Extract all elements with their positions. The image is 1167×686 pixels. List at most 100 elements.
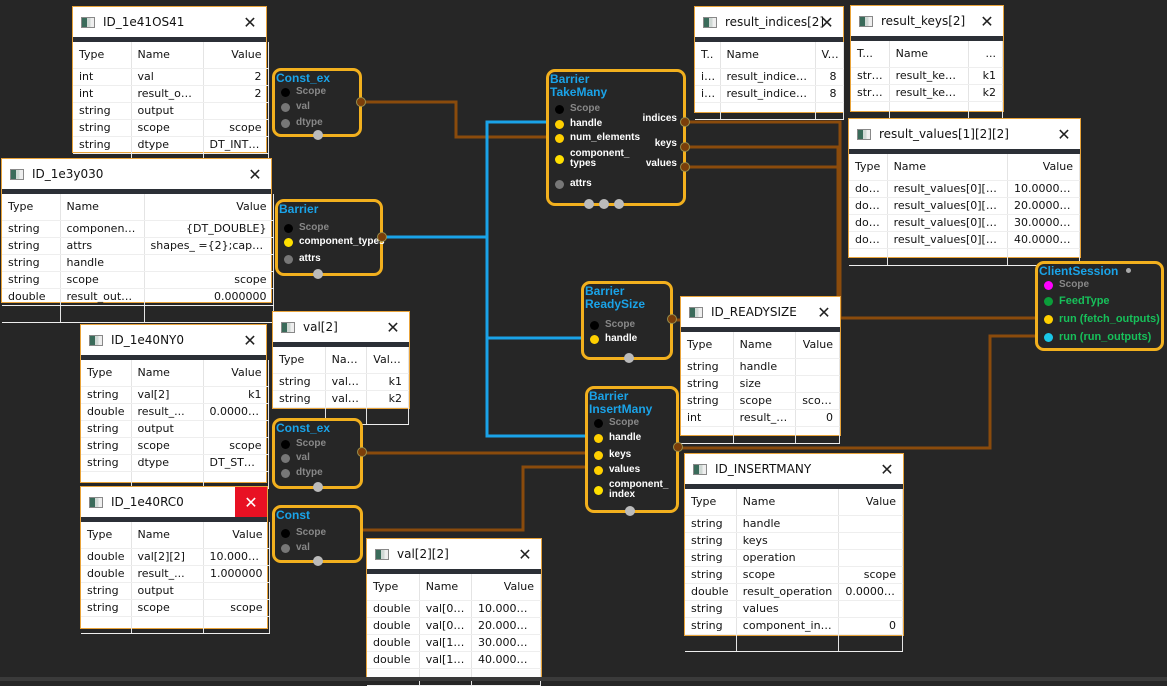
- column-header[interactable]: Type: [73, 42, 132, 69]
- output-port-dot[interactable]: [667, 314, 677, 324]
- column-header[interactable]: Name: [325, 347, 368, 374]
- table-row[interactable]: double val[1][1] 40.000000: [367, 651, 541, 669]
- column-header[interactable]: Value: [366, 347, 409, 374]
- table-row[interactable]: string output: [81, 420, 269, 438]
- table-row[interactable]: string dtype DT_INT32: [73, 136, 269, 154]
- input-port[interactable]: attrs: [555, 179, 592, 189]
- bottom-port-dot[interactable]: [625, 506, 635, 516]
- table-row[interactable]: int val 2: [73, 68, 269, 86]
- property-panel[interactable]: ID_1e41OS41 ✕ Type Name Value int val 2 int resul…: [72, 6, 269, 171]
- column-header[interactable]: Name: [887, 154, 1008, 181]
- column-header[interactable]: Name: [131, 42, 204, 69]
- close-icon[interactable]: ✕: [817, 302, 831, 322]
- port-dot-icon[interactable]: [281, 543, 290, 553]
- input-port[interactable]: val: [281, 543, 310, 553]
- table-row[interactable]: double result_... 1.000000: [81, 565, 270, 583]
- panel-titlebar[interactable]: ID_1e40RC0 ✕: [81, 487, 267, 517]
- column-header[interactable]: Value: [203, 42, 269, 69]
- bottom-port-dot[interactable]: [313, 482, 323, 492]
- input-port[interactable]: run (fetch_outputs): [1044, 314, 1160, 325]
- port-dot-icon[interactable]: [594, 433, 603, 443]
- graph-node[interactable]: Barrier ReadySize Scope handle: [581, 281, 677, 363]
- panel-titlebar[interactable]: val[2] ✕: [273, 312, 409, 342]
- column-header[interactable]: V...: [815, 42, 844, 69]
- port-dot-icon[interactable]: [594, 450, 603, 460]
- bottom-port-dot[interactable]: [584, 199, 594, 209]
- column-header[interactable]: Name: [733, 332, 797, 359]
- table-row[interactable]: string handle: [681, 358, 840, 376]
- property-panel[interactable]: val[2] ✕ Type Name Value string val[0] k1 string…: [272, 311, 410, 425]
- port-dot-icon[interactable]: [1044, 296, 1053, 306]
- port-dot-icon[interactable]: [281, 468, 290, 478]
- input-port[interactable]: Scope: [1044, 280, 1089, 290]
- panel-titlebar[interactable]: ID_1e41OS41 ✕: [73, 7, 266, 37]
- table-row[interactable]: string output: [81, 582, 270, 600]
- panel-titlebar[interactable]: ID_1e40NY0 ✕: [81, 325, 266, 355]
- column-header[interactable]: Name: [419, 574, 473, 601]
- table-row[interactable]: int result_size 0: [681, 409, 840, 427]
- bottom-port-dot[interactable]: [313, 269, 323, 279]
- column-header[interactable]: Value: [144, 194, 274, 221]
- graph-node[interactable]: Const Scope val: [272, 505, 363, 566]
- table-row[interactable]: string size: [681, 375, 840, 393]
- table-row[interactable]: double val[1][0] 30.000000: [367, 634, 541, 652]
- column-header[interactable]: Name: [131, 360, 204, 387]
- output-port-dot[interactable]: [680, 117, 690, 127]
- close-icon[interactable]: ✕: [880, 459, 894, 479]
- table-row[interactable]: string val[2] k1: [81, 386, 269, 404]
- table-row[interactable]: string operation: [685, 549, 903, 567]
- column-header[interactable]: Value: [795, 332, 840, 359]
- port-dot-icon[interactable]: [590, 320, 599, 330]
- column-header[interactable]: Value: [838, 489, 903, 516]
- table-row[interactable]: double result_output 0.000000: [2, 288, 274, 306]
- column-header[interactable]: Name: [736, 489, 840, 516]
- table-row[interactable]: string attrs shapes_ ={2};capaci...: [2, 237, 274, 255]
- table-row[interactable]: string values: [685, 600, 903, 618]
- table-row[interactable]: string scope scope: [81, 599, 270, 617]
- close-icon[interactable]: ✕: [1057, 124, 1071, 144]
- column-header[interactable]: Name: [720, 42, 816, 69]
- table-row[interactable]: string scope scope: [2, 271, 274, 289]
- close-icon[interactable]: ✕: [243, 330, 257, 350]
- table-row[interactable]: string handle: [2, 254, 274, 272]
- input-port[interactable]: values: [594, 465, 640, 475]
- input-port[interactable]: Scope: [594, 418, 639, 428]
- column-header[interactable]: Value: [203, 360, 269, 387]
- close-icon[interactable]: ✕: [980, 11, 994, 31]
- input-port[interactable]: FeedType: [1044, 296, 1110, 307]
- port-dot-icon[interactable]: [284, 254, 293, 264]
- input-port[interactable]: Scope: [590, 320, 635, 330]
- graph-node[interactable]: Const_ex Scope val dtype: [272, 418, 367, 492]
- table-row[interactable]: string scope scope: [685, 566, 903, 584]
- bottom-port-dot[interactable]: [599, 199, 609, 209]
- close-icon[interactable]: ✕: [518, 544, 532, 564]
- panel-titlebar[interactable]: result_values[1][2][2] ✕: [849, 119, 1080, 149]
- input-port[interactable]: component_ index: [594, 480, 668, 500]
- table-row[interactable]: string scope scope: [81, 437, 269, 455]
- port-dot-icon[interactable]: [555, 154, 564, 164]
- column-header[interactable]: Type: [273, 347, 326, 374]
- input-port[interactable]: val: [281, 453, 310, 463]
- column-header[interactable]: Value: [1007, 154, 1081, 181]
- input-port[interactable]: component_types: [284, 237, 385, 247]
- table-row[interactable]: string val[0] k1: [273, 373, 409, 391]
- input-port[interactable]: run (run_outputs): [1044, 332, 1151, 343]
- port-dot-icon[interactable]: [281, 87, 290, 97]
- column-header[interactable]: Type: [685, 489, 737, 516]
- close-icon[interactable]: ✕: [235, 487, 267, 517]
- panel-titlebar[interactable]: result_indices[2] ✕: [695, 7, 843, 37]
- output-port-dot[interactable]: [357, 447, 367, 457]
- column-header[interactable]: Name: [60, 194, 145, 221]
- port-dot-icon[interactable]: [281, 528, 290, 538]
- column-header[interactable]: Value: [471, 574, 541, 601]
- property-panel[interactable]: ID_1e40RC0 ✕ Type Name Value double val[2][2] 1…: [80, 486, 270, 634]
- port-dot-icon[interactable]: [590, 334, 599, 344]
- port-dot-icon[interactable]: [281, 102, 290, 112]
- port-dot-icon[interactable]: [284, 223, 293, 233]
- property-panel[interactable]: result_values[1][2][2] ✕ Type Name Value doub…: [848, 118, 1081, 266]
- property-panel[interactable]: val[2][2] ✕ Type Name Value double val[0][0] 10…: [366, 538, 542, 686]
- port-dot-icon[interactable]: [594, 418, 603, 428]
